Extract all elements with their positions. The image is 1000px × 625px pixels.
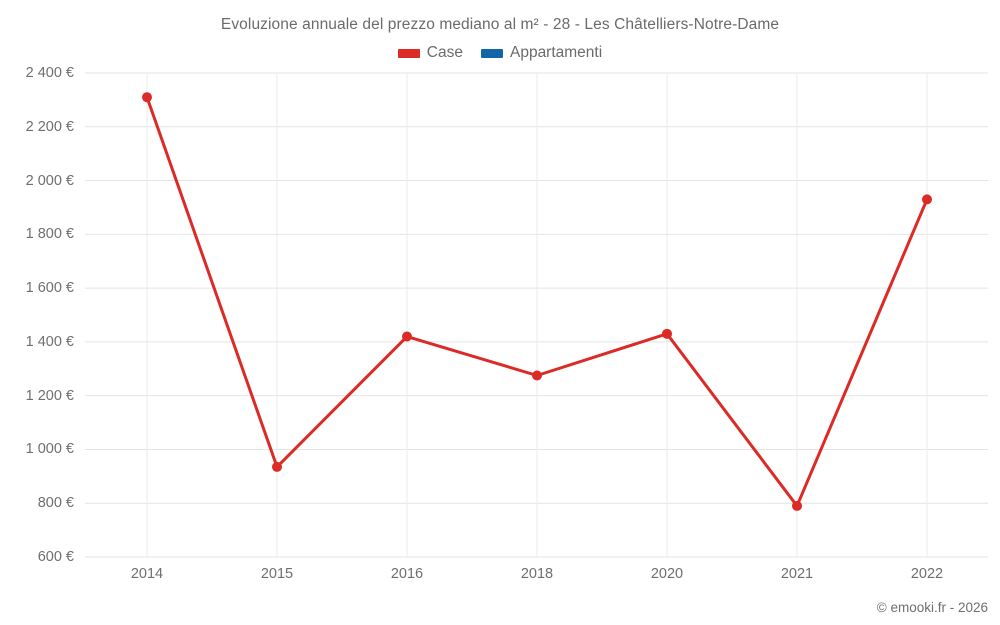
- chart-title: Evoluzione annuale del prezzo mediano al…: [220, 16, 780, 33]
- x-axis-tick-label: 2021: [780, 566, 814, 582]
- x-axis-tick-label: 2018: [520, 566, 554, 582]
- y-axis-tick-label: 1 400 €: [25, 333, 74, 350]
- data-point[interactable]: [792, 500, 802, 511]
- data-point[interactable]: [142, 92, 152, 103]
- data-point[interactable]: [662, 328, 672, 339]
- x-axis-tick-label: 2022: [910, 566, 944, 582]
- series-points: [142, 92, 932, 511]
- data-point[interactable]: [272, 461, 282, 472]
- legend-label-appartamenti: Appartamenti: [509, 44, 603, 61]
- data-point[interactable]: [532, 370, 542, 381]
- data-point[interactable]: [922, 194, 932, 205]
- y-axis-tick-label: 1 000 €: [25, 441, 74, 458]
- footer-credit: © emooki.fr - 2026: [876, 600, 988, 615]
- y-axis-tick-label: 2 000 €: [25, 172, 74, 189]
- y-axis-tick-label: 1 800 €: [25, 226, 74, 243]
- x-axis-tick-label: 2015: [260, 566, 294, 582]
- y-axis-tick-label: 600 €: [37, 549, 74, 565]
- y-axis-tick-label: 1 600 €: [25, 280, 74, 297]
- x-axis-tick-label: 2016: [390, 566, 424, 582]
- legend-item-appartamenti[interactable]: Appartamenti: [480, 44, 603, 62]
- x-axis-tick-label: 2020: [650, 566, 684, 582]
- chart-legend: Case Appartamenti: [0, 44, 1000, 62]
- legend-swatch-appartamenti: [480, 48, 503, 58]
- x-axis-tick-label: 2014: [130, 566, 164, 582]
- y-axis-tick-label: 2 200 €: [25, 118, 74, 135]
- legend-item-case[interactable]: Case: [397, 44, 463, 62]
- y-axis-tick-label: 800 €: [37, 495, 74, 512]
- y-axis-tick-label: 2 400 €: [25, 65, 74, 81]
- x-gridlines: [146, 73, 928, 557]
- legend-label-case: Case: [426, 44, 463, 61]
- y-axis-tick-label: 1 200 €: [25, 387, 74, 404]
- data-point[interactable]: [402, 331, 412, 342]
- legend-swatch-case: [397, 48, 420, 58]
